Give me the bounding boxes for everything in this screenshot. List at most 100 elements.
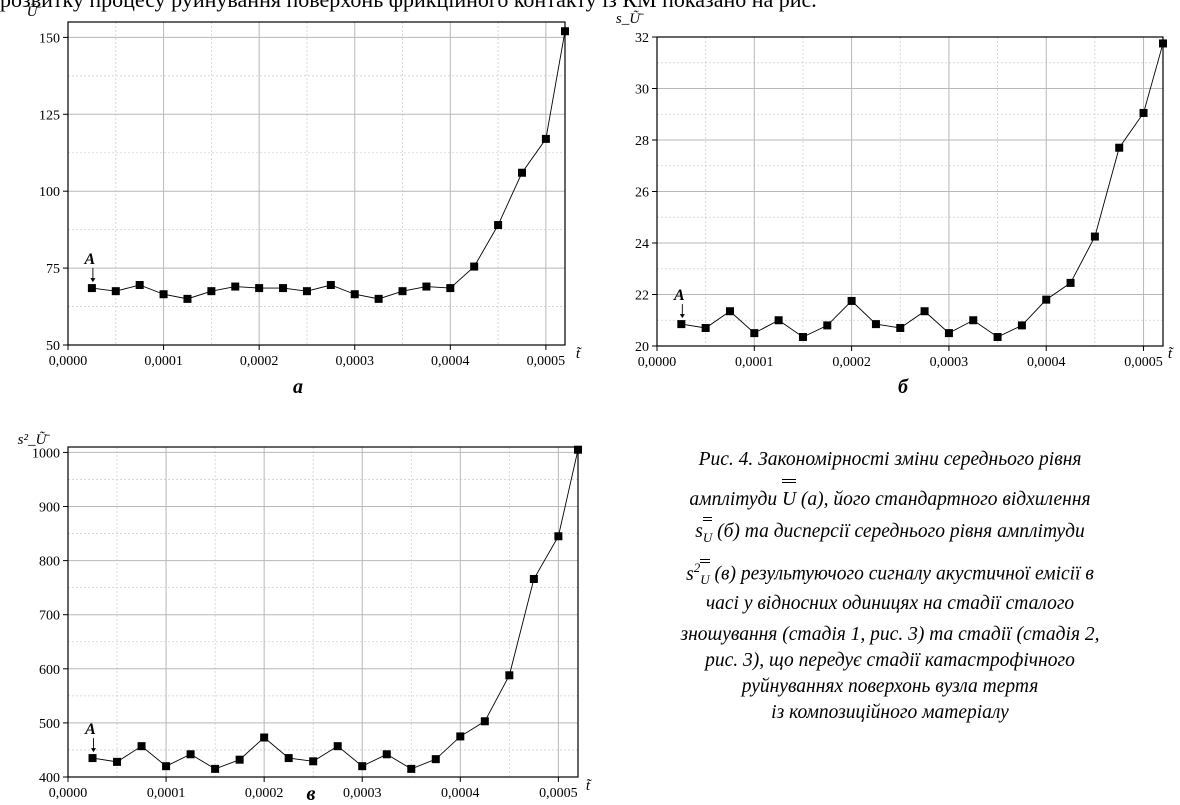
x-tick-label: 0,0003 <box>343 786 382 801</box>
x-tick-label: 0,0004 <box>431 354 470 369</box>
data-point <box>231 282 240 291</box>
y-tick-label: 22 <box>635 289 649 304</box>
x-axis-label: t̃ <box>1168 346 1174 362</box>
caption-symbol-square: 2 <box>693 560 701 575</box>
data-point <box>574 445 582 454</box>
caption-line-9: із композиційного матеріалу <box>771 702 1009 723</box>
caption-text: (в) результуючого сигналу акустичної емі… <box>714 563 1094 585</box>
panel-label: в <box>307 783 316 805</box>
data-point <box>333 742 342 751</box>
x-tick-label: 0,0003 <box>930 355 969 370</box>
data-point <box>1115 143 1124 152</box>
data-point <box>1066 278 1075 287</box>
data-point <box>920 307 929 316</box>
annotation-arrowhead <box>679 314 685 319</box>
caption-symbol-s2: s <box>686 563 694 585</box>
y-tick-label: 28 <box>635 134 649 149</box>
data-point <box>358 762 367 771</box>
data-point <box>1159 39 1167 48</box>
x-tick-label: 0,0004 <box>1027 355 1066 370</box>
data-point <box>847 296 856 305</box>
caption-line-1: Рис. 4. Закономірності зміни середнього … <box>698 449 1082 470</box>
y-tick-label: 1000 <box>32 446 60 461</box>
x-axis-label: t̃ <box>586 778 592 794</box>
data-point <box>398 287 407 296</box>
x-tick-label: 0,0000 <box>49 786 88 801</box>
x-tick-label: 0,0004 <box>441 786 480 801</box>
chart-2: 0,0000 0,0001 0,0002 0,0003 0,0004 0,0005 20 22… <box>616 10 1174 398</box>
x-tick-label: 0,0005 <box>1124 355 1163 370</box>
data-point <box>456 732 465 741</box>
y-tick-label: 50 <box>46 339 60 354</box>
data-point <box>255 284 264 293</box>
y-tick-label: 100 <box>39 185 60 200</box>
y-axis-label: s²_Ũ̄ <box>18 431 51 448</box>
y-tick-label: 500 <box>39 717 60 732</box>
x-tick-label: 0,0003 <box>335 354 374 369</box>
data-point <box>823 321 832 330</box>
data-point <box>944 329 953 338</box>
caption-symbol-u-sub: U <box>702 516 713 556</box>
data-point <box>407 764 416 773</box>
data-point <box>260 733 269 742</box>
chart-3: 0,0000 0,0001 0,0002 0,0003 0,0004 0,0005 400 5… <box>18 431 592 805</box>
series-line <box>91 31 566 300</box>
x-tick-label: 0,0000 <box>49 354 88 369</box>
data-point <box>701 323 710 332</box>
data-point <box>1090 232 1099 241</box>
y-tick-label: 125 <box>39 108 60 123</box>
data-point <box>470 262 479 271</box>
data-point <box>137 742 146 751</box>
y-tick-label: 32 <box>635 31 649 46</box>
y-axis-label: Ũ̄ <box>27 3 42 20</box>
data-point <box>113 757 122 766</box>
data-point <box>135 281 144 290</box>
data-point <box>309 757 318 766</box>
data-point <box>284 754 293 763</box>
chart-1: 0,0000 0,0001 0,0002 0,0003 0,0004 0,0005 50 75… <box>27 3 582 398</box>
data-point <box>88 754 97 763</box>
series-line <box>92 449 579 770</box>
data-point <box>480 717 489 726</box>
data-point <box>750 329 759 338</box>
data-point <box>211 764 220 773</box>
data-point <box>896 323 905 332</box>
data-point <box>871 320 880 329</box>
figure-caption: Рис. 4. Закономірності зміни середнього … <box>600 442 1180 726</box>
body-text-line: розвитку процесу руйнування поверхонь фр… <box>0 0 1180 13</box>
data-point <box>207 287 216 296</box>
annotation-label: A <box>84 721 96 738</box>
caption-line-7: рис. 3), що передує стадії катастрофічно… <box>705 650 1075 671</box>
data-point <box>446 284 455 293</box>
caption-text: (а), його стандартного відхилення <box>800 489 1091 510</box>
y-tick-label: 700 <box>39 609 60 624</box>
x-tick-label: 0,0001 <box>144 354 183 369</box>
x-tick-label: 0,0005 <box>527 354 566 369</box>
y-tick-label: 30 <box>635 83 649 98</box>
data-point <box>529 575 538 583</box>
data-point <box>159 290 168 299</box>
data-point <box>374 294 383 303</box>
caption-symbol-s: s <box>695 521 703 542</box>
panel-label: а <box>293 376 303 398</box>
y-tick-label: 20 <box>635 340 649 355</box>
x-tick-label: 0,0002 <box>240 354 279 369</box>
x-tick-label: 0,0001 <box>147 786 186 801</box>
data-point <box>350 290 359 299</box>
y-tick-label: 800 <box>39 555 60 570</box>
data-point <box>235 755 244 764</box>
data-point <box>774 316 783 325</box>
data-point <box>183 294 192 303</box>
y-tick-label: 75 <box>46 262 60 277</box>
data-point <box>494 221 503 230</box>
y-axis-label: s_Ũ̄ <box>616 10 644 27</box>
annotation-label: A <box>84 251 96 268</box>
y-tick-label: 400 <box>39 771 60 786</box>
plot-frame <box>67 446 579 778</box>
caption-line-2: амплітуди U (а), його стандартного відхи… <box>600 478 1180 514</box>
data-point <box>87 284 96 293</box>
data-point <box>517 168 526 177</box>
series-line <box>681 43 1164 338</box>
caption-line-3: sU (б) та дисперсії середнього рівня амп… <box>600 514 1180 550</box>
